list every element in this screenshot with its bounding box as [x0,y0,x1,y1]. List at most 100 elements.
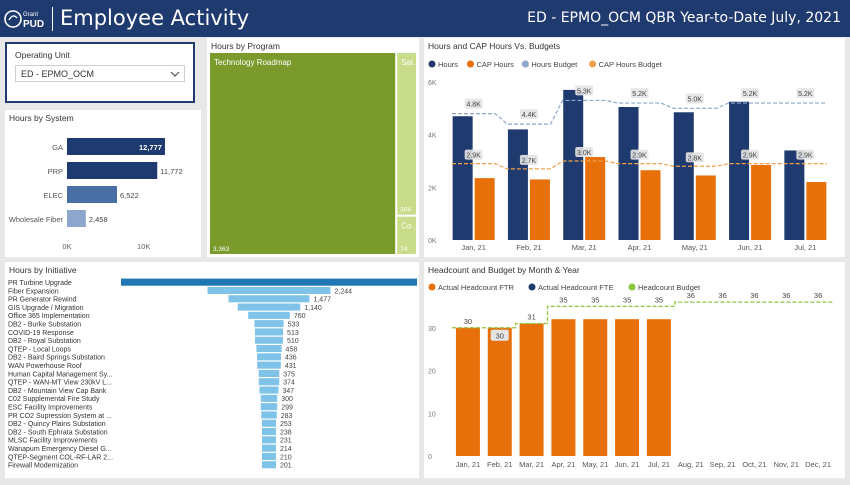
cap-y-tick: 4K [428,133,437,140]
cap-hours-bar [585,157,606,240]
hours-budget-label-bg [630,88,649,99]
headcount-budget-label-bg [490,329,509,341]
hours-by-initiative-panel: Hours by Initiative PR Turbine Upgrade Fi… [5,262,419,478]
initiative-bar [260,403,278,411]
hours-bar [729,101,750,240]
initiative-bar [255,336,283,344]
treemap-tile [210,53,396,254]
cap-x-tick: May, 21 [682,243,708,252]
initiative-label: DB2 - Mountain View Cap Bank [8,388,107,395]
hours-by-program-treemap: Technology Roadmap 3,363 Sal... 304 Co... 74 [210,53,419,254]
hours-budget-line [452,99,827,125]
cap-budget-label: 2.9K [798,153,813,160]
cap-budget-line [452,160,827,170]
headcount-y-tick: 0 [428,454,432,461]
legend-marker [521,60,529,68]
headcount-x-tick: Jan, 21 [456,460,481,469]
headcount-y-tick: 10 [428,411,436,418]
headcount-budget-label: 30 [464,317,472,326]
operating-unit-dropdown[interactable]: ED - EPMO_OCM [15,65,185,82]
initiative-label: COVID-19 Response [8,330,74,337]
headcount-budget-label: 35 [655,295,663,304]
hours-bar [452,116,473,240]
initiative-bar [254,320,284,328]
hours-by-system-title: Hours by System [9,113,74,123]
hours-budget-label-bg [464,98,483,109]
cap-y-tick: 6K [428,80,437,87]
headcount-budget-label: 35 [559,295,567,304]
initiative-bar [262,436,276,444]
cap-budget-label-bg [685,152,704,163]
treemap-tile [397,216,416,254]
system-x-tick: 0K [62,242,71,251]
headcount-bar [519,323,544,456]
initiative-bar [258,369,280,377]
headcount-bar [583,319,608,456]
initiative-bar [257,353,281,361]
initiative-data-label: 300 [281,396,293,403]
cap-budget-label-bg [519,154,538,165]
cap-hours-bar [751,164,772,240]
treemap-tile-value: 74 [400,246,408,253]
hours-budget-label: 4.4K [522,112,537,119]
cap-hours-bar [640,170,661,240]
headcount-bar [551,319,576,456]
initiative-bar [262,461,276,469]
hours-budget-label: 5.2K [743,91,758,98]
initiative-bar [248,311,290,319]
initiative-data-label: 458 [286,346,298,353]
initiative-data-label: 436 [285,355,297,362]
legend-label: Hours [438,60,458,69]
legend-marker [628,283,636,291]
initiative-label: MLSC Facility Improvements [8,438,98,445]
hours-cap-title: Hours and CAP Hours Vs. Budgets [428,41,561,51]
initiative-label: QTEP-Segment COL-RF-LAR 2... [8,454,113,461]
hours-budget-label-bg [796,88,815,99]
legend-label: CAP Hours [477,60,515,69]
chevron-down-icon[interactable] [170,69,180,79]
initiative-data-label: 513 [287,330,299,337]
initiative-label: DB2 - Royal Substation [8,338,81,345]
hours-by-system-chart: GA 12,777 PRP 11,772 ELEC 6,522 Wholesale Fibe… [9,138,183,251]
hours-budget-label: 4.8K [466,102,481,109]
initiative-bar [254,328,284,336]
headcount-x-tick: Jun, 21 [615,460,640,469]
initiative-bar [256,345,282,353]
initiative-bar [262,428,276,436]
cap-y-tick: 2K [428,185,437,192]
initiative-label: PR CO2 Supression System at ... [8,413,112,420]
headcount-panel: Headcount and Budget by Month & Year Act… [424,262,845,478]
system-x-tick: 10K [137,242,150,251]
cap-budget-label: 3.0K [577,150,592,157]
headcount-budget-label: 36 [814,291,822,300]
cap-hours-bar [695,175,716,240]
legend-label: Actual Headcount FTR [438,283,514,292]
initiative-label: DB2 - South Ephrata Substation [8,429,108,436]
cap-budget-label-bg [464,149,483,160]
hours-bar [618,107,639,241]
cap-budget-label: 2.8K [688,155,703,162]
headcount-x-tick: Mar, 21 [519,460,544,469]
cap-budget-label-bg [630,149,649,160]
initiative-label: QTEP - WAN-MT View 230kV L... [8,380,112,387]
header-divider [52,7,53,31]
cap-hours-bar [474,178,495,240]
headcount-x-tick: Dec, 21 [805,460,831,469]
initiative-label: DB2 - Baird Springs Substation [8,355,105,362]
hours-by-initiative-title: Hours by Initiative [9,265,77,275]
system-category-label: GA [52,143,63,152]
hours-by-system-panel: Hours by System GA 12,777 PRP 11,772 ELEC 6,5… [5,110,201,257]
initiative-label: DB2 - Quincy Plains Substation [8,421,106,428]
headcount-budget-label: 31 [527,312,535,321]
slicer-selected-value: ED - EPMO_OCM [21,69,95,79]
cap-hours-bar [529,179,550,240]
legend-marker [467,60,474,68]
headcount-chart: Actual Headcount FTR Actual Headcount FTE… [428,283,834,469]
initiative-data-label: 2,244 [335,288,353,295]
treemap-tile-name: Sal... [401,58,419,67]
initiative-bar [260,394,278,402]
initiative-data-label: 347 [283,388,295,395]
cap-x-tick: Mar, 21 [572,243,597,252]
system-data-label: 11,772 [160,167,182,176]
initiative-data-label: 760 [294,313,306,320]
